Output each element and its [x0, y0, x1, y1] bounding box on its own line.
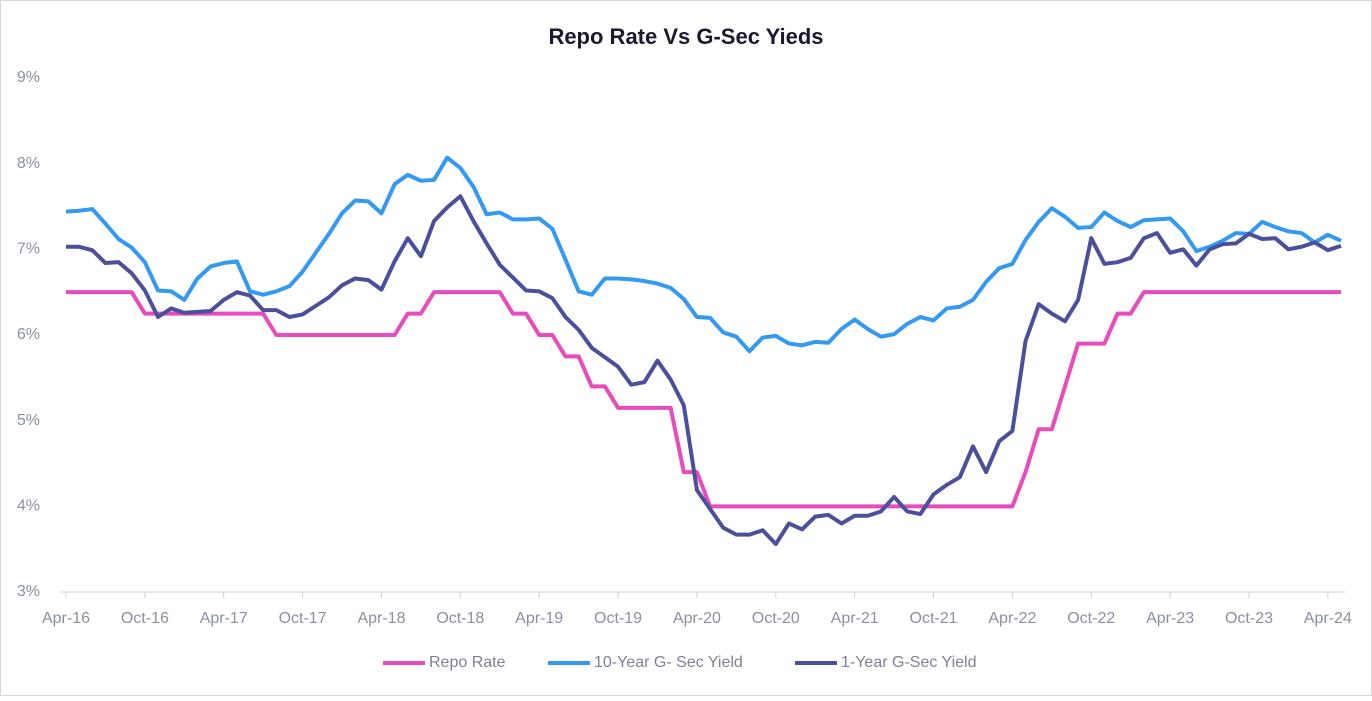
x-tick-label: Apr-24 [1304, 610, 1352, 627]
x-tick-label: Apr-23 [1146, 610, 1194, 627]
x-tick-label: Apr-22 [988, 610, 1036, 627]
x-tick-label: Apr-16 [42, 610, 90, 627]
y-tick-label: 9% [17, 69, 40, 86]
y-tick-label: 5% [17, 412, 40, 429]
x-tick-label: Apr-17 [200, 610, 248, 627]
x-tick-label: Apr-18 [357, 610, 405, 627]
x-tick-label: Oct-23 [1225, 610, 1273, 627]
y-tick-label: 6% [17, 326, 40, 343]
x-tick-label: Apr-20 [673, 610, 721, 627]
legend-label: Repo Rate [429, 654, 506, 671]
x-tick-label: Oct-20 [752, 610, 800, 627]
x-tick-label: Oct-16 [121, 610, 169, 627]
legend-label: 10-Year G- Sec Yield [594, 654, 743, 671]
series-line [65, 155, 1342, 354]
x-tick-label: Oct-18 [436, 610, 484, 627]
y-tick-label: 8% [17, 155, 40, 172]
series-line [66, 194, 1342, 547]
x-tick-label: Oct-19 [594, 610, 642, 627]
series-line [66, 290, 1341, 509]
x-tick-label: Oct-22 [1067, 610, 1115, 627]
x-tick-label: Apr-21 [831, 610, 879, 627]
x-tick-label: Oct-21 [910, 610, 958, 627]
y-tick-label: 3% [17, 583, 40, 600]
legend-label: 1-Year G-Sec Yield [841, 654, 976, 671]
y-tick-label: 7% [17, 241, 40, 258]
x-tick-label: Apr-19 [515, 610, 563, 627]
chart-title: Repo Rate Vs G-Sec Yieds [548, 24, 823, 49]
x-tick-label: Oct-17 [279, 610, 327, 627]
y-tick-label: 4% [17, 498, 40, 515]
